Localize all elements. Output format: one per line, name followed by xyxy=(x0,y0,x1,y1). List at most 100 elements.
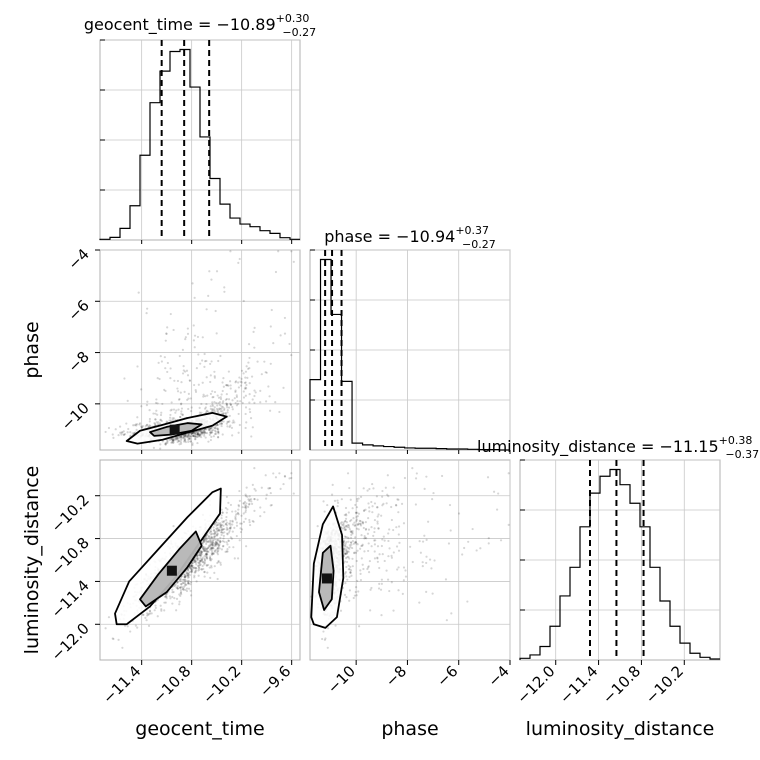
scatter-point xyxy=(180,585,183,589)
scatter-point xyxy=(270,503,273,507)
scatter-point xyxy=(213,535,216,538)
scatter-point xyxy=(390,554,393,557)
scatter-point xyxy=(203,430,206,433)
scatter-point xyxy=(374,539,377,542)
scatter-point xyxy=(203,549,206,552)
scatter-point xyxy=(290,250,293,253)
scatter-point xyxy=(353,541,357,544)
scatter-point xyxy=(131,432,134,435)
scatter-point xyxy=(195,556,198,559)
scatter-point xyxy=(213,375,216,378)
scatter-point xyxy=(209,438,213,442)
scatter-point xyxy=(203,570,206,574)
scatter-point xyxy=(186,576,189,579)
scatter-point xyxy=(198,433,201,436)
scatter-point xyxy=(148,409,151,412)
scatter-point xyxy=(188,437,192,440)
scatter-point xyxy=(244,394,247,397)
scatter-point xyxy=(210,553,214,556)
scatter-point xyxy=(187,440,190,443)
scatter-point xyxy=(347,524,350,527)
scatter-point xyxy=(354,524,357,527)
scatter-point xyxy=(279,487,282,491)
scatter-point xyxy=(206,571,209,574)
scatter-point xyxy=(216,553,220,556)
scatter-point xyxy=(220,533,223,537)
scatter-point xyxy=(184,435,187,438)
scatter-point xyxy=(187,392,190,395)
scatter-point xyxy=(193,560,196,564)
scatter-point xyxy=(373,518,377,522)
scatter-point xyxy=(205,376,208,379)
scatter-point xyxy=(136,365,139,368)
scatter-point xyxy=(216,423,219,426)
scatter-point xyxy=(218,523,222,526)
scatter-point xyxy=(210,535,213,539)
scatter-point xyxy=(344,535,347,539)
scatter-point xyxy=(215,527,218,530)
scatter-point xyxy=(205,409,209,412)
scatter-point xyxy=(224,506,227,510)
scatter-point xyxy=(373,530,376,534)
scatter-point xyxy=(193,571,196,574)
scatter-point xyxy=(367,570,371,574)
scatter-point xyxy=(190,564,193,567)
scatter-point xyxy=(221,531,224,535)
scatter-point xyxy=(344,517,348,520)
scatter-point xyxy=(421,540,425,543)
scatter-point xyxy=(345,548,348,551)
scatter-point xyxy=(185,587,189,590)
scatter-point xyxy=(202,393,205,396)
scatter-point xyxy=(421,561,424,564)
scatter-point xyxy=(197,383,200,386)
scatter-point xyxy=(196,335,200,339)
scatter-point xyxy=(372,534,375,538)
scatter-point xyxy=(225,515,228,519)
scatter-point xyxy=(244,386,247,389)
scatter-point xyxy=(197,567,201,570)
scatter-point xyxy=(444,578,448,581)
scatter-point xyxy=(140,426,144,429)
scatter-point xyxy=(359,523,362,526)
scatter-point xyxy=(142,613,145,617)
scatter-point xyxy=(382,502,385,505)
scatter-point xyxy=(213,523,216,526)
scatter-point xyxy=(216,424,219,427)
scatter-point xyxy=(471,527,474,531)
scatter-point xyxy=(245,365,248,368)
scatter-point xyxy=(178,437,181,440)
scatter-point xyxy=(402,522,406,525)
scatter-point xyxy=(214,542,218,545)
scatter-point xyxy=(364,536,367,539)
scatter-point xyxy=(210,552,213,555)
scatter-point xyxy=(210,566,213,569)
scatter-point xyxy=(225,404,228,407)
scatter-point xyxy=(348,568,351,571)
scatter-point xyxy=(387,532,390,535)
scatter-point xyxy=(190,570,193,573)
scatter-point xyxy=(171,417,174,420)
scatter-point xyxy=(183,582,186,585)
scatter-point xyxy=(182,434,186,437)
scatter-point xyxy=(347,555,350,559)
scatter-point xyxy=(211,543,214,546)
panel-scatter-lumdist-vs-geocent-time xyxy=(99,459,301,661)
scatter-point xyxy=(253,467,256,470)
scatter-point xyxy=(364,508,367,511)
scatter-point xyxy=(123,377,126,380)
scatter-point xyxy=(209,538,212,541)
scatter-point xyxy=(208,433,211,436)
scatter-point xyxy=(233,421,236,424)
scatter-point xyxy=(497,492,500,495)
scatter-point xyxy=(214,309,217,313)
scatter-point xyxy=(184,440,187,444)
scatter-point xyxy=(225,393,228,396)
scatter-point xyxy=(200,402,203,406)
scatter-point xyxy=(180,435,183,438)
scatter-point xyxy=(198,564,202,567)
scatter-point xyxy=(356,511,359,514)
scatter-point xyxy=(181,348,185,351)
ylabel-phase: phase xyxy=(21,321,43,378)
scatter-point xyxy=(191,564,194,567)
